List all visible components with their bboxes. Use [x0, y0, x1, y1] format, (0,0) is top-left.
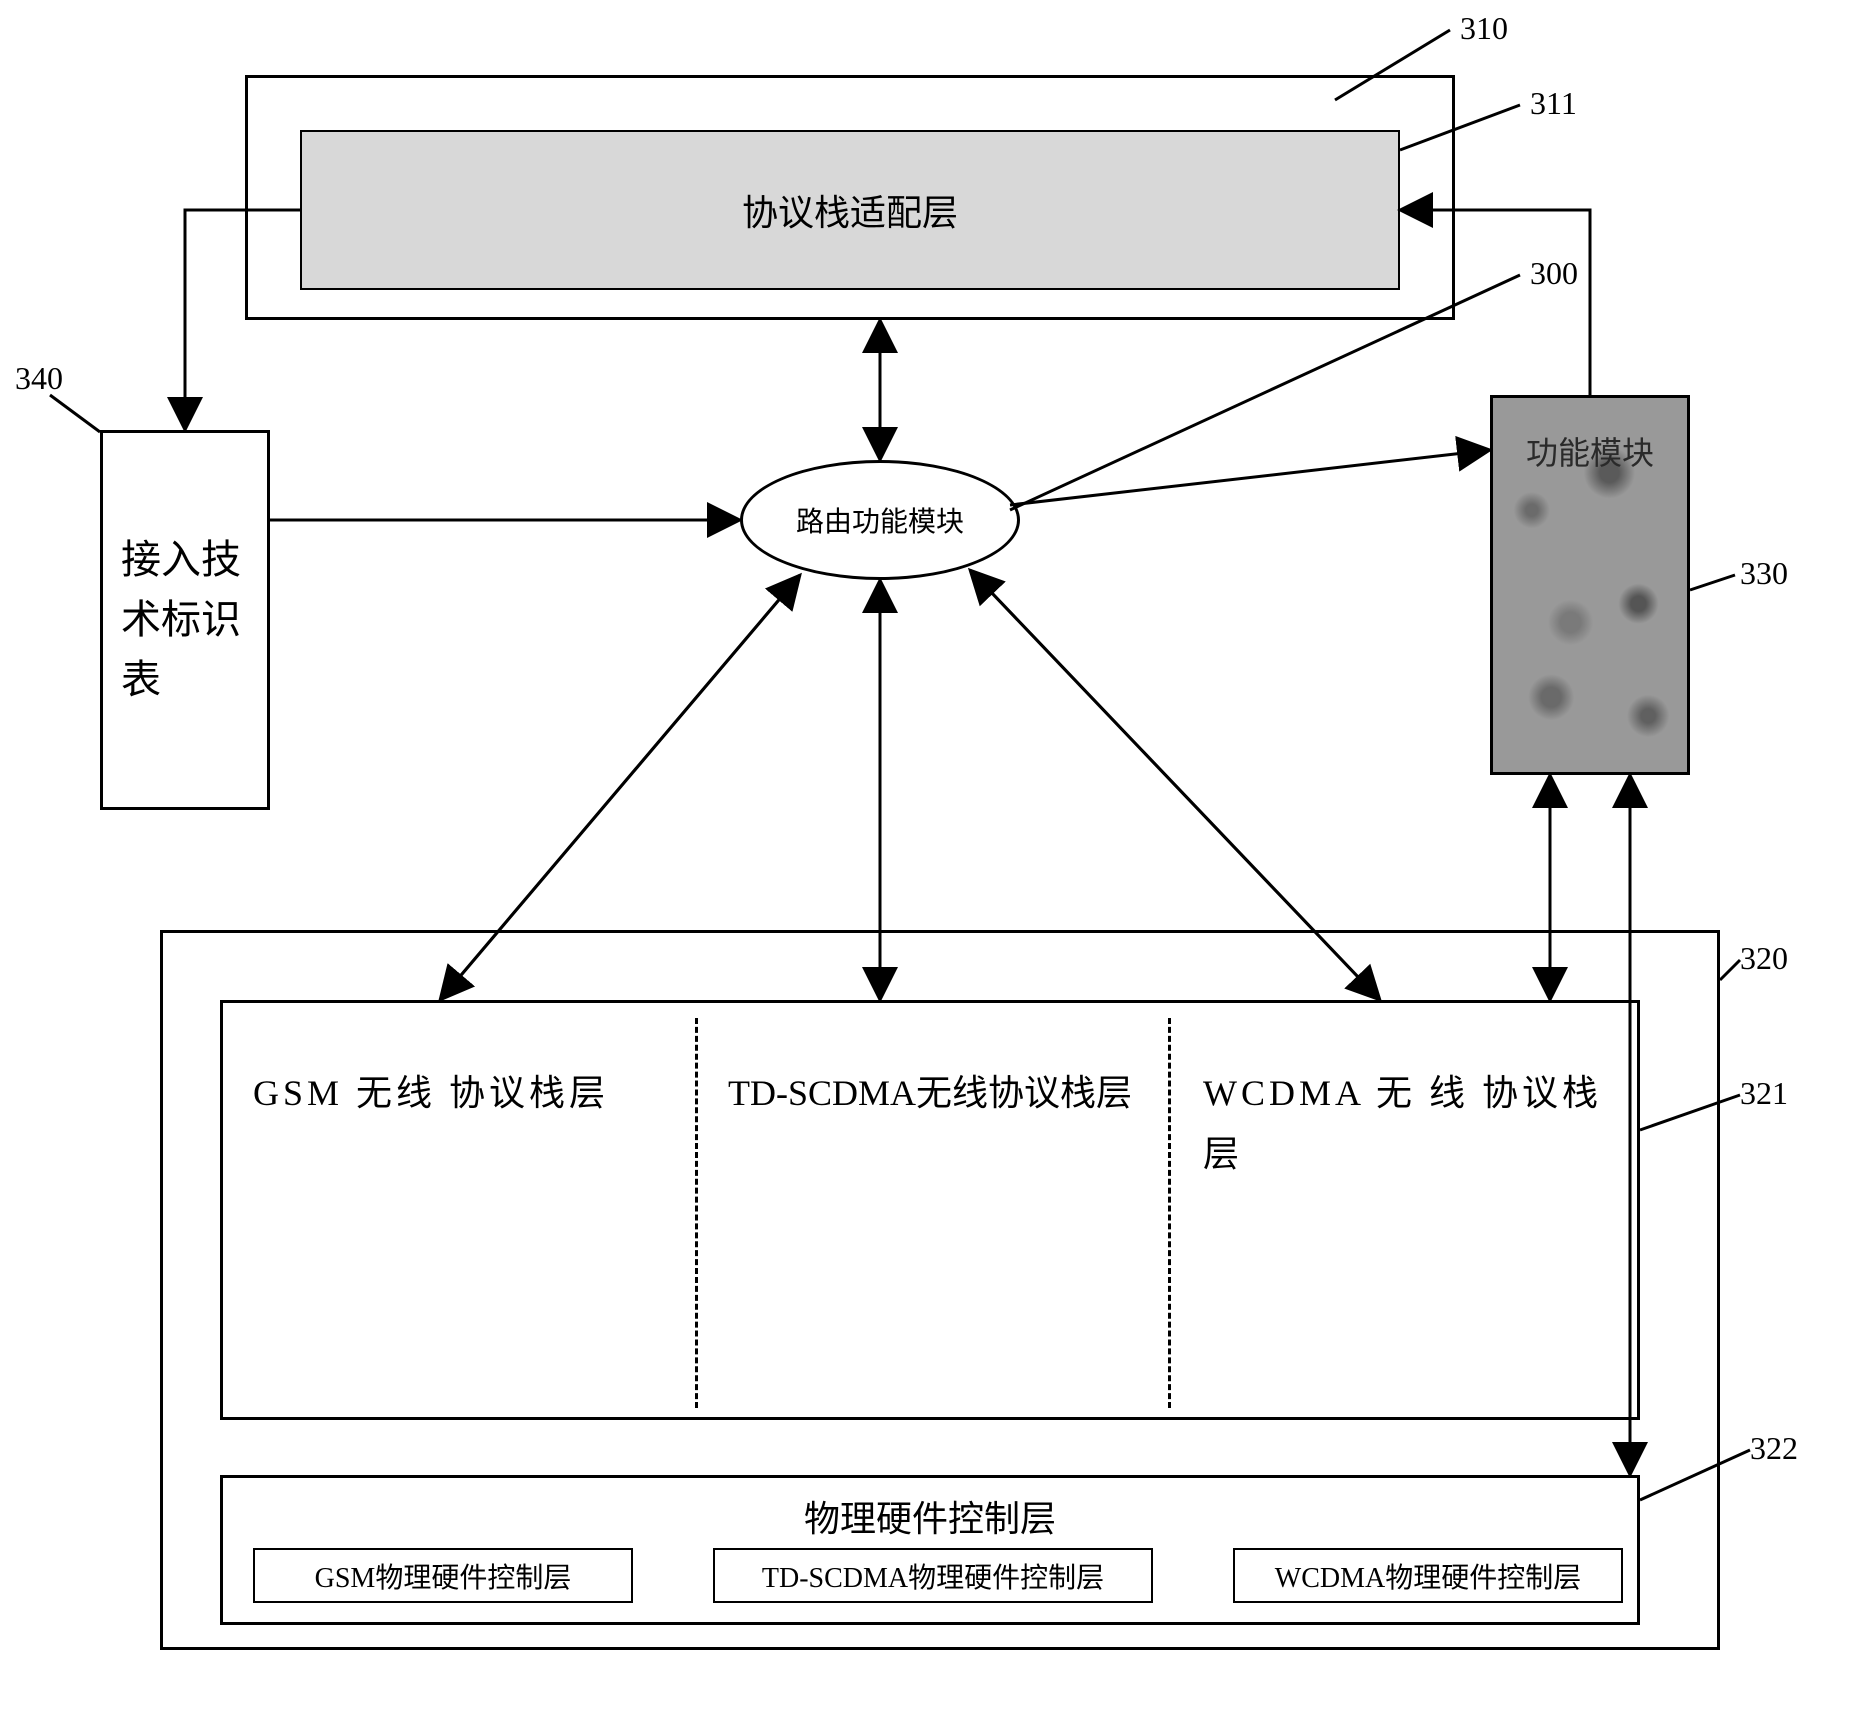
- callout-321: 321: [1740, 1075, 1788, 1112]
- wcdma-phys-label: WCDMA物理硬件控制层: [1275, 1556, 1581, 1596]
- gsm-phys-label: GSM物理硬件控制层: [315, 1556, 572, 1596]
- access-table-label: 接入技术标识表: [121, 530, 249, 710]
- callout-322: 322: [1750, 1430, 1798, 1467]
- wcdma-proto-label: WCDMA 无 线 协议栈层: [1203, 1073, 1602, 1174]
- router-ellipse: 路由功能模块: [740, 460, 1020, 580]
- router-label: 路由功能模块: [796, 500, 964, 540]
- td-phys-label: TD-SCDMA物理硬件控制层: [762, 1556, 1104, 1596]
- td-proto-cell: TD-SCDMA无线协议栈层: [728, 1063, 1148, 1124]
- access-table-box: 接入技术标识表: [100, 430, 270, 810]
- phys-layer-title: 物理硬件控制层: [223, 1490, 1637, 1542]
- right-module-label: 功能模块: [1526, 428, 1654, 474]
- callout-300: 300: [1530, 255, 1578, 292]
- callout-320: 320: [1740, 940, 1788, 977]
- protocol-divider-2: [1168, 1018, 1171, 1408]
- adapter-layer-label: 协议栈适配层: [742, 184, 958, 236]
- wcdma-phys-box: WCDMA物理硬件控制层: [1233, 1548, 1623, 1603]
- td-phys-box: TD-SCDMA物理硬件控制层: [713, 1548, 1153, 1603]
- gsm-proto-label: GSM 无线 协议栈层: [253, 1073, 609, 1113]
- phys-layer-box: 物理硬件控制层 GSM物理硬件控制层 TD-SCDMA物理硬件控制层 WCDMA…: [220, 1475, 1640, 1625]
- gsm-proto-cell: GSM 无线 协议栈层: [253, 1063, 673, 1124]
- wcdma-proto-cell: WCDMA 无 线 协议栈层: [1203, 1063, 1623, 1185]
- gsm-phys-box: GSM物理硬件控制层: [253, 1548, 633, 1603]
- right-module-box: 功能模块: [1490, 395, 1690, 775]
- callout-330: 330: [1740, 555, 1788, 592]
- callout-310: 310: [1460, 10, 1508, 47]
- adapter-layer-box: 协议栈适配层: [300, 130, 1400, 290]
- protocol-row-box: GSM 无线 协议栈层 TD-SCDMA无线协议栈层 WCDMA 无 线 协议栈…: [220, 1000, 1640, 1420]
- callout-311: 311: [1530, 85, 1577, 122]
- td-proto-label: TD-SCDMA无线协议栈层: [728, 1073, 1132, 1113]
- protocol-divider-1: [695, 1018, 698, 1408]
- callout-340: 340: [15, 360, 63, 397]
